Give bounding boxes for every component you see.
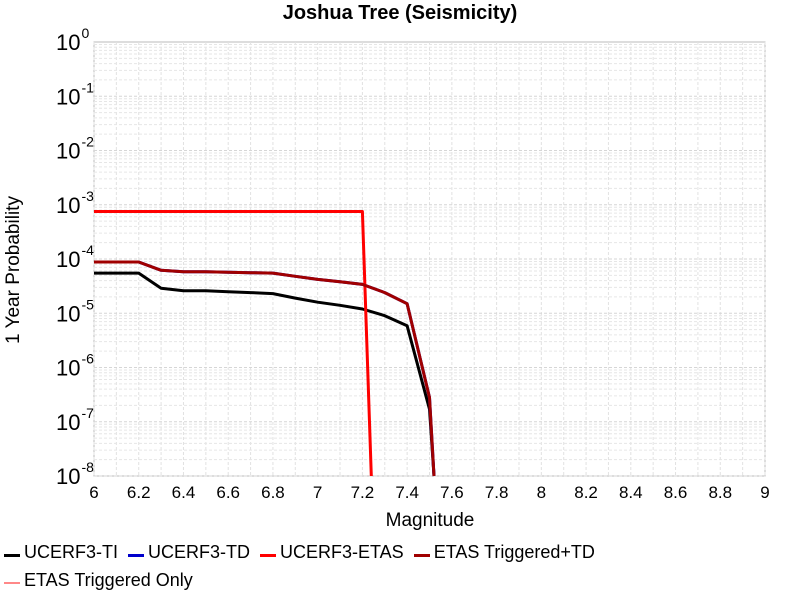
y-tick-label: 10-1	[56, 79, 94, 109]
x-tick-label: 7.6	[440, 483, 464, 502]
x-tick-label: 6.2	[127, 483, 151, 502]
legend-item: UCERF3-TD	[124, 542, 250, 563]
y-tick-label: 10-4	[56, 242, 94, 272]
legend-label: UCERF3-TI	[24, 541, 118, 562]
legend-swatch	[4, 582, 20, 584]
x-tick-label: 7.2	[351, 483, 375, 502]
grid	[93, 42, 766, 477]
series-line-ucerf3-ti	[94, 271, 436, 477]
x-tick-label: 9	[760, 483, 769, 502]
x-tick-label: 7.4	[395, 483, 419, 502]
legend: UCERF3-TI UCERF3-TD UCERF3-ETAS ETAS Trigge…	[0, 538, 800, 594]
x-tick-label: 7.8	[485, 483, 509, 502]
y-tick-labels: 100 10-1 10-2 10-3 10-4 10-5 10-6 10-7 10-8	[56, 25, 94, 489]
legend-label: ETAS Triggered Only	[24, 569, 193, 590]
x-tick-label: 8.2	[574, 483, 598, 502]
x-tick-labels: 6 6.2 6.4 6.6 6.8 7 7.2 7.4 7.6 7.8 8 8.2 8.4 8.6 8.8 9	[89, 483, 769, 502]
legend-swatch	[260, 553, 276, 557]
legend-label: UCERF3-TD	[148, 541, 250, 562]
legend-label: ETAS Triggered+TD	[433, 541, 595, 562]
legend-item: UCERF3-TI	[0, 542, 118, 563]
legend-swatch	[413, 553, 430, 557]
y-tick-label: 10-2	[56, 134, 94, 164]
series-line-etas-triggered-td	[94, 260, 436, 477]
x-tick-label: 8.8	[708, 483, 732, 502]
legend-item: UCERF3-ETAS	[256, 542, 404, 563]
x-tick-label: 6.8	[261, 483, 285, 502]
y-tick-label: 10-7	[56, 405, 94, 435]
x-tick-label: 6.6	[216, 483, 240, 502]
y-axis-label: 1 Year Probability	[3, 196, 24, 344]
x-tick-label: 8.6	[664, 483, 688, 502]
chart-title: Joshua Tree (Seismicity)	[283, 2, 518, 24]
y-tick-label: 10-6	[56, 351, 94, 381]
x-axis-label: Magnitude	[386, 510, 475, 531]
x-tick-label: 8	[537, 483, 546, 502]
legend-row: UCERF3-TI UCERF3-TD UCERF3-ETAS ETAS Trigge…	[0, 538, 800, 566]
y-tick-label: 10-3	[56, 188, 94, 218]
y-tick-label: 100	[56, 25, 89, 55]
x-tick-label: 7	[313, 483, 322, 502]
x-tick-label: 6.4	[172, 483, 196, 502]
legend-label: UCERF3-ETAS	[280, 541, 404, 562]
x-tick-label: 6	[89, 483, 98, 502]
legend-item: ETAS Triggered Only	[0, 570, 193, 591]
legend-swatch	[4, 553, 20, 557]
y-tick-label: 10-8	[56, 459, 94, 489]
x-tick-label: 8.4	[619, 483, 643, 502]
legend-item: ETAS Triggered+TD	[410, 542, 595, 563]
series-lines	[94, 210, 436, 477]
y-tick-label: 10-5	[56, 296, 94, 326]
legend-row: ETAS Triggered Only	[0, 566, 800, 594]
series-line-ucerf3-etas	[94, 210, 373, 477]
legend-swatch	[128, 553, 144, 557]
